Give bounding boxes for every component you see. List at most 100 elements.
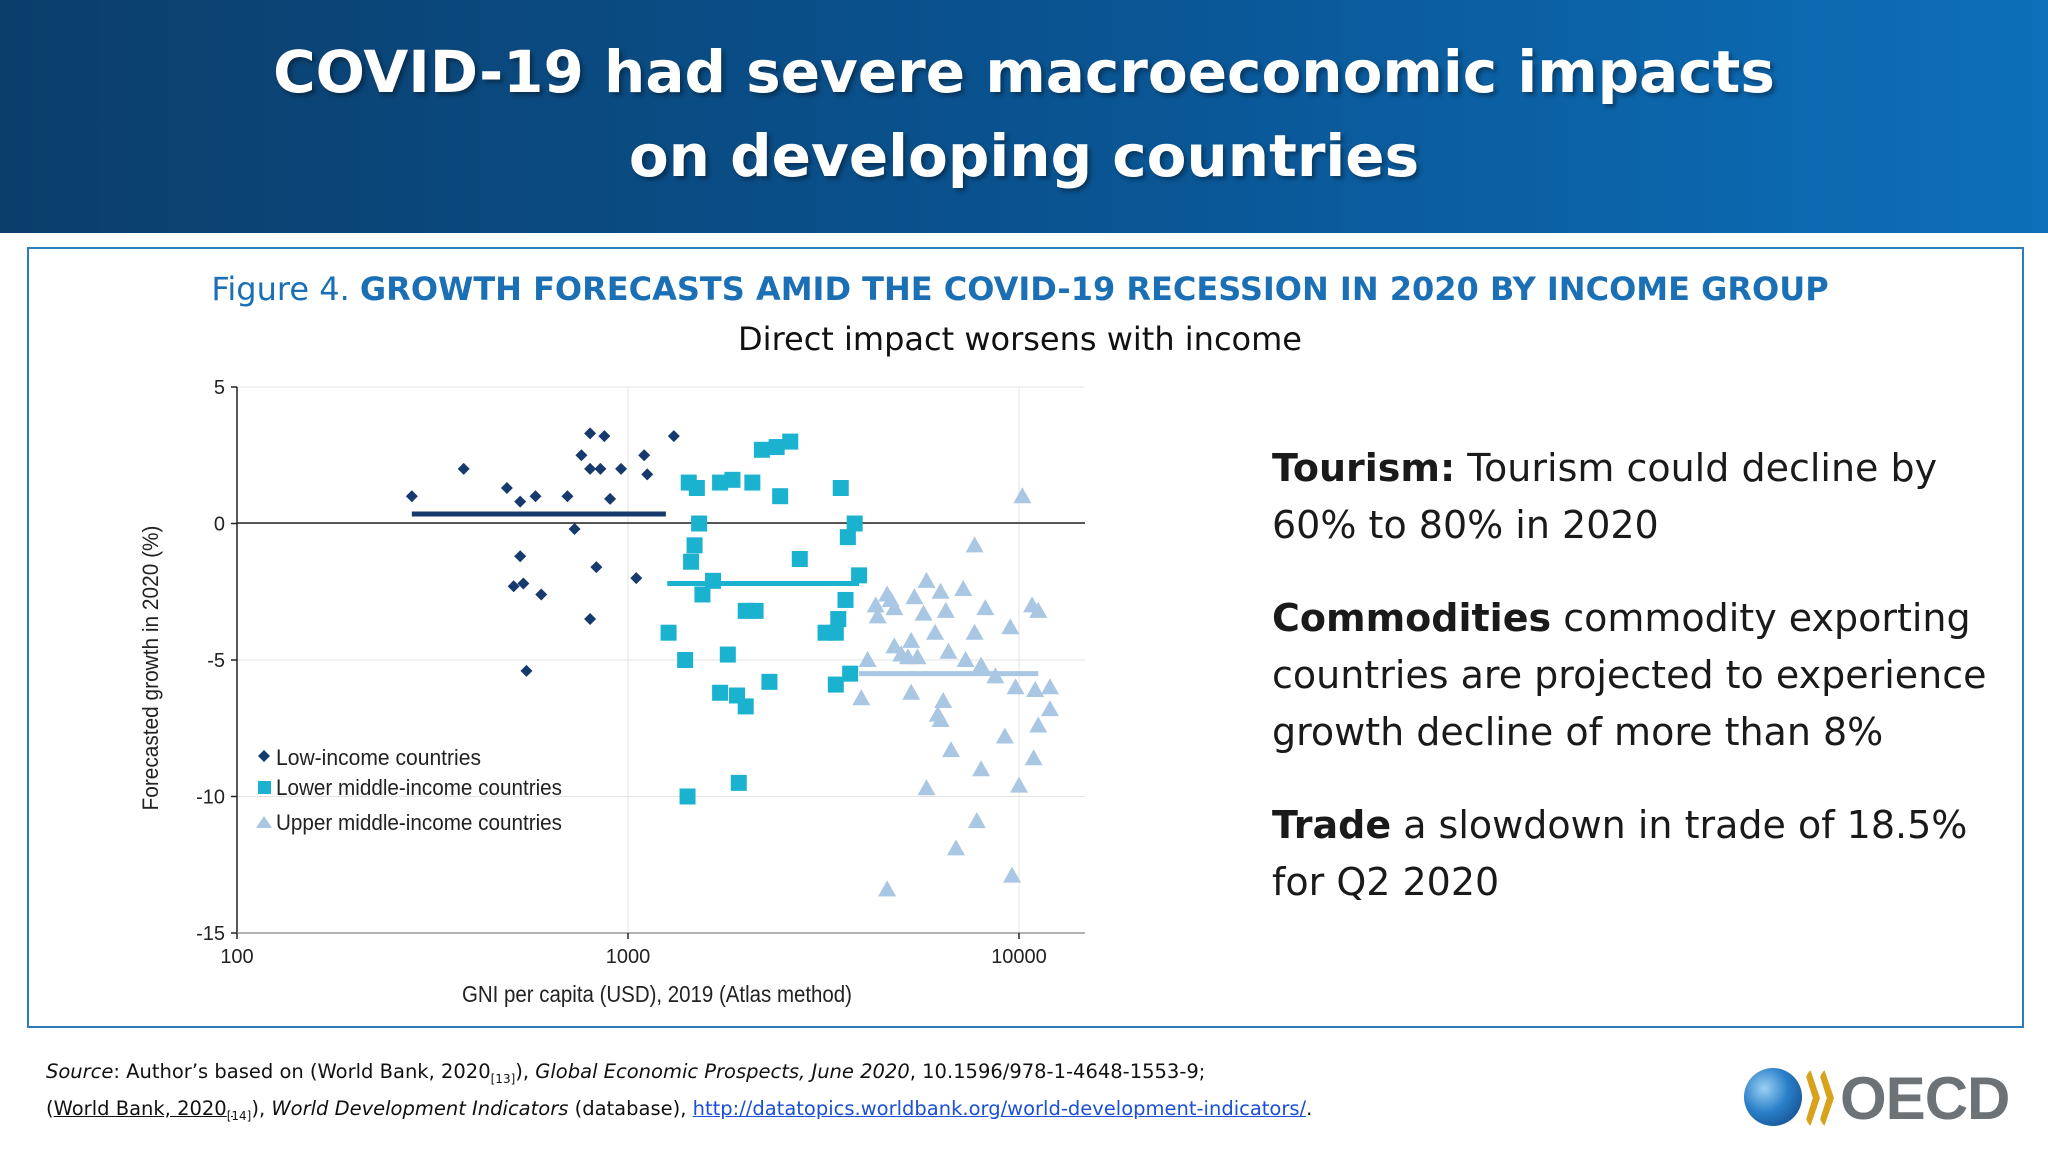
lower-middle-income-point — [832, 480, 849, 497]
slide-title: COVID-19 had severe macroeconomic impact… — [0, 30, 2048, 198]
low-income-point — [529, 490, 542, 503]
legend-label-upper-middle: Upper middle-income countries — [276, 810, 562, 835]
y-tick-label: 0 — [214, 514, 225, 536]
upper-middle-income-point — [972, 656, 991, 673]
upper-middle-income-point — [1040, 678, 1059, 695]
lower-middle-income-point — [688, 480, 705, 497]
low-income-point — [514, 550, 527, 563]
upper-middle-income-point — [956, 651, 975, 667]
lower-middle-income-point — [712, 684, 729, 701]
lower-middle-income-point — [737, 698, 754, 715]
bullet-trade: Trade a slowdown in trade of 18.5% for Q… — [1272, 803, 1968, 904]
upper-middle-income-point — [914, 604, 933, 621]
wdi-url-link[interactable]: http://datatopics.worldbank.org/world-de… — [692, 1096, 1307, 1120]
upper-middle-income-point — [931, 711, 950, 728]
lower-middle-income-point — [839, 529, 856, 546]
y-tick-label: -5 — [207, 650, 225, 672]
upper-middle-income-point — [965, 623, 984, 640]
chevron-icon-2 — [1818, 1070, 1834, 1126]
lower-middle-income-point — [837, 591, 854, 608]
lower-middle-income-point — [691, 515, 708, 532]
source-line-1: Source: Author’s based on (World Bank, 2… — [46, 1060, 1206, 1086]
key-points: Tourism: Tourism could decline by 60% to… — [1272, 440, 1992, 947]
low-income-point — [561, 490, 574, 503]
upper-middle-income-point — [972, 760, 991, 777]
upper-middle-income-point — [995, 727, 1014, 744]
upper-middle-income-point — [1001, 618, 1020, 635]
lower-middle-income-point — [830, 611, 847, 628]
low-income-point — [667, 430, 680, 443]
upper-middle-income-point — [1013, 487, 1032, 504]
figure-title: Figure 4. GROWTH FORECASTS AMID THE COVI… — [0, 270, 2040, 308]
upper-middle-income-point — [885, 599, 904, 616]
bullet-tourism: Tourism: Tourism could decline by 60% to… — [1272, 446, 1938, 547]
low-income-point — [584, 462, 597, 475]
figure-heading: GROWTH FORECASTS AMID THE COVID-19 RECES… — [359, 270, 1829, 308]
upper-middle-income-point — [939, 642, 958, 659]
lower-middle-income-point — [827, 624, 844, 641]
legend-marker-lower-middle — [258, 781, 271, 794]
upper-middle-income-point — [976, 599, 995, 616]
y-axis-title: Forecasted growth in 2020 (%) — [138, 526, 163, 811]
upper-middle-income-point — [1003, 866, 1022, 883]
lower-middle-income-point — [744, 474, 761, 491]
upper-middle-income-point — [878, 880, 897, 897]
lower-middle-income-point — [846, 515, 863, 532]
slide-title-line-2: on developing countries — [628, 122, 1420, 190]
upper-middle-income-point — [1029, 601, 1048, 618]
low-income-point — [615, 462, 628, 475]
low-income-point — [630, 572, 643, 585]
x-tick-label: 100 — [220, 946, 253, 968]
figure-panel — [27, 247, 2024, 1028]
lower-middle-income-point — [753, 441, 770, 458]
upper-middle-income-point — [1010, 776, 1028, 793]
lower-middle-income-point — [772, 488, 789, 505]
lower-middle-income-point — [677, 652, 694, 668]
lower-middle-income-point — [705, 572, 722, 589]
low-income-point — [507, 580, 520, 593]
slide-title-line-1: COVID-19 had severe macroeconomic impact… — [273, 38, 1775, 106]
low-income-point — [641, 468, 654, 481]
low-income-point — [517, 577, 530, 590]
lower-middle-income-point — [712, 474, 729, 491]
low-income-point — [584, 613, 597, 626]
x-tick-label: 10000 — [991, 946, 1047, 968]
lower-middle-income-point — [730, 774, 747, 791]
lower-middle-income-point — [686, 537, 703, 554]
y-tick-label: -10 — [196, 787, 225, 809]
upper-middle-income-point — [934, 691, 953, 708]
chevron-icon — [1804, 1070, 1820, 1126]
upper-middle-income-point — [931, 582, 950, 599]
legend-label-low: Low-income countries — [276, 745, 481, 770]
legend-marker-low — [258, 750, 270, 762]
chart-legend: Low-income countries Lower middle-income… — [256, 745, 562, 835]
upper-middle-income-point — [885, 637, 904, 654]
lower-middle-income-point — [827, 676, 844, 693]
lower-middle-income-point — [660, 624, 677, 641]
title-banner: COVID-19 had severe macroeconomic impact… — [0, 0, 2048, 233]
upper-middle-income-point — [1026, 681, 1045, 698]
source-label: Source — [46, 1060, 114, 1083]
world-bank-citation-link[interactable]: World Bank, 2020[14] — [53, 1096, 252, 1123]
x-axis-title: GNI per capita (USD), 2019 (Atlas method… — [462, 981, 852, 1007]
upper-middle-income-point — [926, 623, 945, 640]
upper-middle-income-point — [868, 607, 887, 624]
upper-middle-income-point — [954, 580, 973, 597]
low-income-point — [590, 561, 603, 574]
upper-middle-income-point — [1006, 678, 1025, 695]
low-income-point — [638, 449, 651, 462]
upper-middle-income-point — [941, 741, 960, 758]
legend-label-lower-middle: Lower middle-income countries — [276, 775, 562, 800]
low-income-point — [457, 462, 470, 475]
lower-middle-income-point — [747, 602, 764, 619]
upper-middle-income-point — [917, 571, 936, 588]
legend-marker-upper-middle — [256, 816, 272, 828]
upper-middle-income-point — [858, 651, 877, 667]
figure-subtitle: Direct impact worsens with income — [738, 320, 1302, 358]
low-income-point — [514, 495, 527, 508]
lower-middle-income-point — [694, 586, 711, 603]
upper-middle-income-point — [852, 689, 871, 706]
upper-middle-income-point — [917, 779, 936, 796]
